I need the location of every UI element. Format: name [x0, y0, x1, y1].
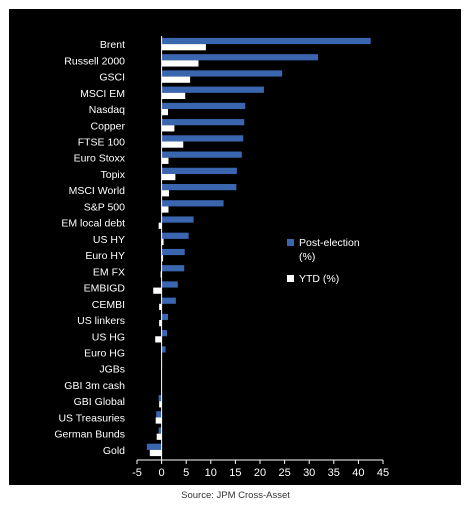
post-election-bar-euro-stoxx — [161, 151, 242, 158]
post-election-bar-euro-hy — [161, 248, 185, 256]
post-election-bar-gsci — [161, 70, 283, 77]
category-label-s-p-500: S&P 500 — [84, 201, 125, 213]
ytd-bar-msci-em — [161, 92, 186, 100]
post-election-bar-us-hg — [161, 330, 168, 337]
category-label-us-treasuries: US Treasuries — [58, 412, 125, 424]
ytd-bar-gbi-global — [159, 401, 162, 408]
bar-chart: Brent Russell 2000 GSCI MSCI EM Nasdaq Copper… — [54, 36, 389, 479]
category-label-cembi: CEMBI — [92, 299, 125, 311]
post-election-bar-nasdaq — [161, 102, 246, 110]
ytd-bar-ftse-100 — [161, 141, 184, 148]
category-label-msci-em: MSCI EM — [80, 88, 125, 100]
category-label-ftse-100: FTSE 100 — [78, 137, 125, 149]
category-label-german-bunds: German Bunds — [54, 429, 125, 441]
x-tick-label: 30 — [303, 467, 315, 479]
post-election-bar-embigd — [161, 281, 178, 288]
legend-swatch-post-election — [287, 239, 294, 246]
legend-swatch-ytd — [287, 275, 294, 282]
category-label-euro-hy: Euro HY — [85, 250, 125, 262]
ytd-bar-euro-hy — [161, 255, 164, 262]
post-election-bar-gbi-global — [158, 394, 162, 402]
source-note: Source: JPM Cross-Asset — [181, 490, 290, 501]
category-label-msci-world: MSCI World — [69, 185, 126, 197]
category-label-embigd: EMBIGD — [84, 283, 126, 295]
category-label-euro-stoxx: Euro Stoxx — [74, 153, 126, 165]
ytd-bar-gold — [149, 449, 162, 457]
post-election-bar-msci-world — [161, 183, 237, 191]
x-tick-label: 0 — [159, 467, 165, 479]
post-election-bar-msci-em — [161, 86, 264, 93]
category-label-brent: Brent — [100, 39, 125, 51]
category-label-us-linkers: US linkers — [77, 315, 125, 327]
post-election-bar-us-treasuries — [156, 411, 162, 418]
ytd-bar-nasdaq — [161, 109, 168, 116]
post-election-bar-ftse-100 — [161, 135, 244, 142]
x-tick-label: 25 — [278, 467, 290, 479]
category-label-jgbs: JGBs — [99, 364, 125, 376]
legend-label-line2: (%) — [299, 251, 315, 263]
category-label-gbi-global: GBI Global — [74, 396, 125, 408]
x-tick-label: 10 — [205, 467, 217, 479]
ytd-bar-us-hy — [161, 238, 164, 246]
category-label-gold: Gold — [103, 445, 125, 457]
post-election-bar-topix — [161, 167, 237, 174]
category-label-gsci: GSCI — [99, 72, 125, 84]
ytd-bar-us-hg — [155, 336, 162, 343]
category-label-russell-2000: Russell 2000 — [64, 55, 125, 67]
category-label-nasdaq: Nasdaq — [89, 104, 125, 116]
legend-label: Post-election — [299, 237, 360, 249]
post-election-bar-us-hy — [161, 232, 189, 239]
x-tick-label: 20 — [254, 467, 266, 479]
post-election-bar-s-p-500 — [161, 200, 224, 207]
ytd-bar-us-treasuries — [155, 417, 162, 424]
post-election-bar-brent — [161, 37, 371, 45]
post-election-bar-russell-2000 — [161, 54, 319, 61]
post-election-bar-em-fx — [161, 265, 185, 272]
post-election-bar-gold — [146, 443, 162, 450]
category-label-us-hg: US HG — [92, 331, 125, 343]
category-label-em-local-debt: EM local debt — [61, 218, 125, 230]
x-tick-label: 45 — [377, 467, 389, 479]
ytd-bar-topix — [161, 173, 176, 181]
category-label-topix: Topix — [100, 169, 125, 181]
chart-panel: Brent Russell 2000 GSCI MSCI EM Nasdaq Copper… — [9, 9, 461, 485]
post-election-bar-copper — [161, 119, 245, 126]
ytd-bar-euro-stoxx — [161, 157, 169, 164]
post-election-bar-cembi — [161, 297, 176, 304]
ytd-bar-brent — [161, 44, 206, 51]
post-election-bar-euro-hg — [161, 346, 166, 353]
ytd-bar-cembi — [159, 303, 162, 311]
post-election-bar-em-local-debt — [161, 216, 194, 223]
category-label-gbi-3m-cash: GBI 3m cash — [64, 380, 125, 392]
x-tick-label: -5 — [132, 467, 142, 479]
ytd-bar-copper — [161, 125, 175, 132]
x-tick-label: 15 — [229, 467, 241, 479]
ytd-bar-em-local-debt — [158, 222, 162, 229]
ytd-bar-gsci — [161, 76, 191, 83]
category-label-copper: Copper — [91, 120, 126, 132]
ytd-bar-german-bunds — [156, 433, 162, 440]
category-label-euro-hg: Euro HG — [84, 348, 125, 360]
ytd-bar-msci-world — [161, 190, 169, 197]
legend: Post-election (%) YTD (%) — [287, 237, 360, 285]
post-election-bar-us-linkers — [161, 313, 168, 321]
category-label-us-hy: US HY — [93, 234, 125, 246]
x-tick-label: 5 — [183, 467, 189, 479]
ytd-bar-embigd — [153, 287, 162, 294]
legend-label: YTD (%) — [299, 273, 339, 285]
ytd-bar-us-linkers — [159, 320, 162, 327]
post-election-bar-german-bunds — [158, 427, 162, 434]
ytd-bar-russell-2000 — [161, 60, 199, 67]
x-tick-label: 40 — [352, 467, 364, 479]
category-label-em-fx: EM FX — [93, 266, 125, 278]
x-tick-label: 35 — [328, 467, 340, 479]
ytd-bar-s-p-500 — [161, 206, 169, 213]
